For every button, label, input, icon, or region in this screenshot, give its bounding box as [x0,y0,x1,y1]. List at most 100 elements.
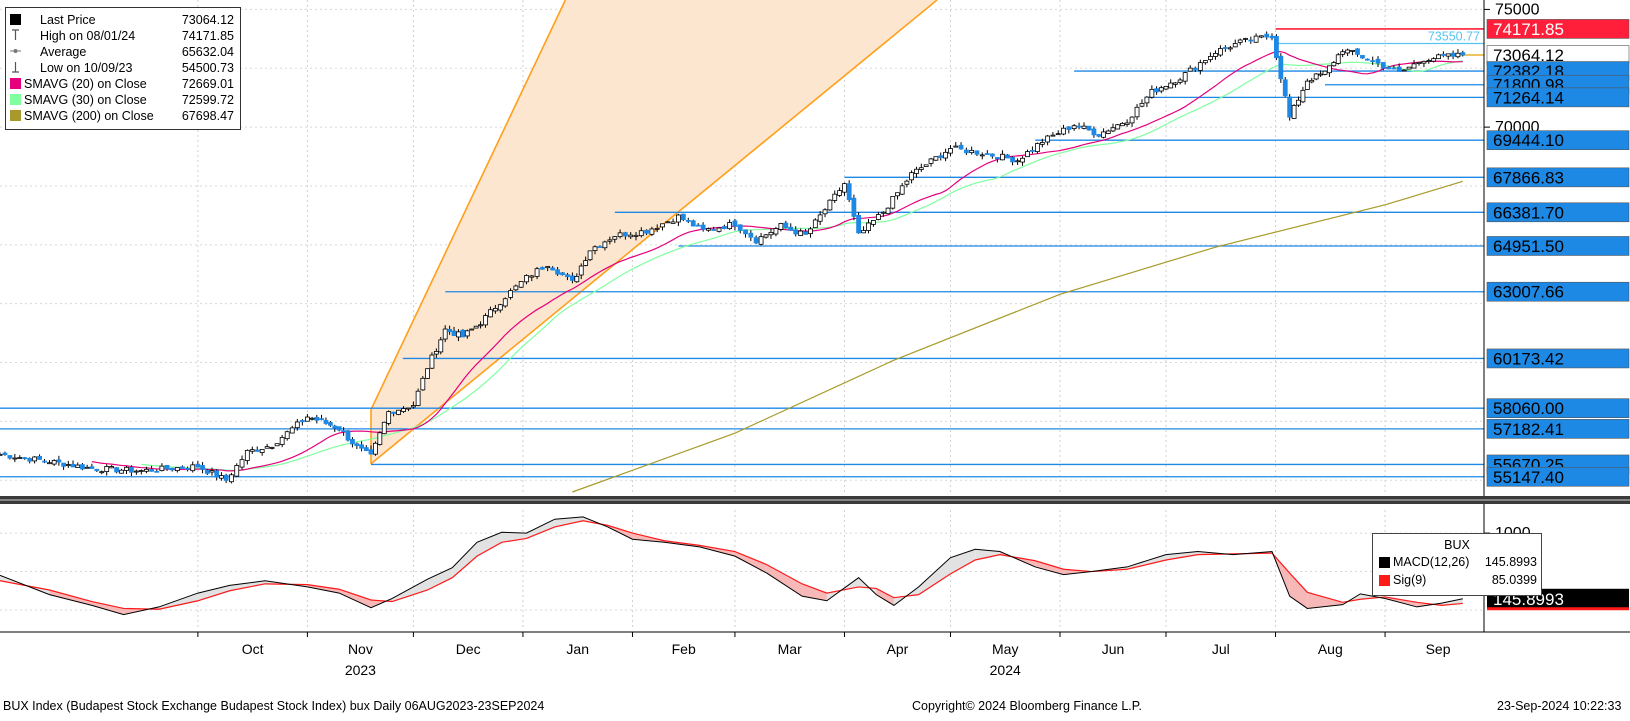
candle-body [279,436,285,445]
candle-body [0,453,3,456]
candle-body [529,275,535,278]
legend-value: 72669.01 [181,77,234,91]
candle-body [995,157,1000,160]
price-axis-tick-label: 75000 [1495,1,1540,18]
month-label: Oct [242,641,264,657]
candle-body [1120,123,1125,127]
candle-body [1269,35,1275,39]
legend-value: 73064.12 [181,13,234,27]
candle-body [1248,39,1254,42]
candle-body [763,234,769,238]
candle-body [513,285,519,291]
candle-body [665,221,671,224]
candle-body [1177,79,1183,83]
macd-legend: BUX MACD(12,26) 145.8993 Sig(9) 85.0399 [1372,533,1542,596]
candle-body [274,443,280,447]
candle-body [381,421,387,435]
candle-body [502,298,508,307]
candle-body [420,377,426,391]
candle-body [822,209,828,215]
candle-body [1134,106,1140,118]
candle-body [1005,154,1010,159]
sma30-swatch-icon [10,94,21,105]
candle-body [244,449,250,461]
candle-body [587,250,593,261]
candle-body [933,156,939,161]
candle-body [154,470,160,473]
candle-body [483,315,488,326]
macd-histogram-fill [1307,592,1343,609]
candle-body [885,207,891,215]
candle-body [61,462,66,467]
sma-30-path [141,60,1463,471]
candle-body [1340,51,1346,55]
candle-body [1416,61,1422,64]
candle-body [410,405,416,408]
candle-body [94,468,100,472]
candle-body [706,228,711,231]
candle-body [363,447,369,452]
candle-body [1158,87,1164,92]
signal-series-value: 85.0399 [1491,573,1537,587]
candle-body [1129,116,1135,124]
candle-body [909,172,914,181]
macd-histogram-fill [1063,569,1092,575]
candle-body [138,470,144,472]
candle-body [832,193,838,201]
candle-body [1411,63,1417,69]
candle-body [550,267,556,271]
candle-body [628,234,634,238]
candle-body [524,275,529,283]
candle-body [284,431,290,440]
candle-body [1386,66,1391,70]
candle-body [817,214,823,222]
candle-body [1110,127,1116,132]
candle-body [1096,134,1102,137]
candle-body [406,407,411,410]
candle-body [680,213,686,221]
candle-body [1345,49,1351,54]
inline-level-label: 73550.77 [1428,30,1480,44]
candle-body [1304,80,1310,90]
macd-histogram-fill [1166,551,1198,560]
candle-body [602,241,608,249]
candle-body [989,153,995,157]
candle-body [447,328,453,333]
sma-20-path [91,51,1463,472]
candle-body [1105,130,1111,134]
macd-histogram-fill [554,516,583,527]
candle-body [124,466,129,471]
candle-body [773,228,779,235]
level-value-label-box [1486,236,1630,256]
candle-body [1115,124,1121,130]
macd-histogram-fill [229,580,265,591]
candle-body [1213,53,1218,57]
candle-body [1259,35,1264,38]
candle-body [1173,82,1178,85]
candle-body [716,227,722,232]
sma-200-line [572,180,1463,493]
candle-body [442,328,448,340]
candle-body [1197,62,1203,71]
candle-body [1182,72,1188,82]
axes: Oct Nov Dec Jan Feb Mar Apr May Jun Jul Aug Sep 2023… [0,0,1630,678]
candle-body [866,222,871,231]
candle-body [1222,47,1228,49]
macd-histogram-fill [975,549,1000,560]
candle-body [1232,43,1238,48]
candle-body [451,330,457,337]
level-value-label: 60173.42 [1493,349,1564,368]
level-value-label-box [1486,466,1630,487]
candle-body [209,470,215,473]
candle-body [294,421,300,429]
macd-panel [0,516,1463,616]
support-resistance-lines [0,28,1484,478]
candle-body [670,221,676,224]
macd-histogram-fill [49,590,92,606]
candle-body [1431,58,1437,62]
candle-body [438,339,444,353]
footer-security-description: BUX Index (Budapest Stock Exchange Budap… [3,699,545,713]
candle-body [56,459,62,463]
moving-average-lines [91,51,1463,472]
candle-body [1450,52,1456,57]
